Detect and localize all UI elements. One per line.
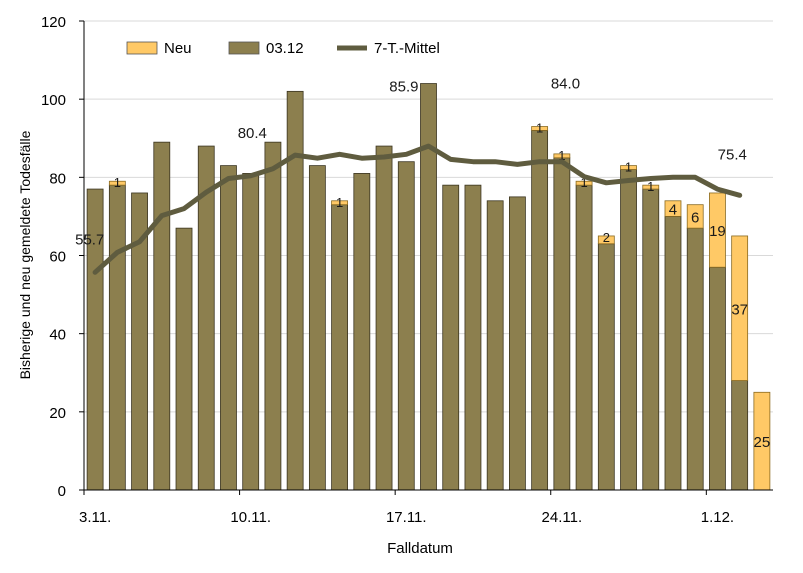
bar-0312-14 bbox=[397, 161, 415, 491]
bar-0312-21 bbox=[553, 157, 571, 491]
bar-neu-1 bbox=[108, 180, 126, 186]
bar-label-27: 6 bbox=[691, 209, 699, 226]
bar-0312-12 bbox=[353, 173, 371, 491]
bar-0312-22 bbox=[575, 184, 593, 491]
bar-0312-24 bbox=[620, 169, 637, 491]
avg-annotation-14: 85.9 bbox=[389, 78, 418, 95]
bar-label-11: 1 bbox=[336, 195, 343, 210]
bar-neu-11 bbox=[331, 200, 348, 206]
bar-neu-24 bbox=[620, 165, 637, 170]
bar-0312-8 bbox=[264, 141, 282, 491]
y-tick-label-100: 100 bbox=[41, 92, 66, 109]
moving-average: 55.7 80.4 85.9 84.0 75.4 bbox=[75, 76, 747, 275]
bar-label-22: 1 bbox=[580, 175, 587, 190]
bar-label-30: 25 bbox=[754, 434, 771, 451]
bar-label-21: 1 bbox=[558, 148, 565, 163]
legend: Neu 03.12 7-T.-Mittel bbox=[126, 40, 440, 57]
bar-0312-7 bbox=[242, 173, 260, 491]
bar-label-1: 1 bbox=[114, 175, 121, 190]
x-tick-label-14: 17.11. bbox=[386, 509, 427, 526]
legend-swatch-1 bbox=[228, 41, 260, 55]
avg-annotation-29: 75.4 bbox=[718, 146, 747, 163]
bar-0312-27 bbox=[686, 227, 704, 491]
bar-0312-6 bbox=[220, 165, 237, 491]
bar-0312-10 bbox=[308, 165, 326, 491]
bar-neu-27 bbox=[686, 204, 704, 229]
bar-label-25: 1 bbox=[647, 179, 654, 194]
legend-label-0: Neu bbox=[164, 40, 192, 57]
y-tick-label-60: 60 bbox=[49, 249, 66, 266]
bar-neu-26 bbox=[664, 200, 682, 217]
bar-0312-26 bbox=[664, 216, 682, 491]
x-tick-label-7: 10.11. bbox=[230, 509, 271, 526]
bar-0312-1 bbox=[108, 184, 126, 491]
y-tick-label-20: 20 bbox=[49, 405, 66, 422]
bar-label-23: 2 bbox=[603, 230, 610, 245]
bar-0312-23 bbox=[597, 243, 615, 491]
bar-label-26: 4 bbox=[669, 202, 677, 219]
bar-0312-3 bbox=[153, 141, 171, 491]
bar-0312-18 bbox=[486, 200, 504, 491]
bar-neu-23 bbox=[597, 235, 615, 245]
bars bbox=[86, 83, 771, 491]
x-tick-label-21: 24.11. bbox=[542, 509, 583, 526]
x-axis-label: Falldatum bbox=[387, 540, 453, 557]
bar-neu-22 bbox=[575, 180, 593, 186]
y-tick-label-120: 120 bbox=[41, 14, 66, 31]
avg-annotation-7: 80.4 bbox=[238, 125, 267, 142]
y-tick-label-0: 0 bbox=[58, 483, 66, 500]
y-axis-label: Bisherige und neu gemeldete Todesfälle bbox=[17, 130, 33, 379]
bar-0312-28 bbox=[709, 266, 726, 491]
bar-label-24: 1 bbox=[625, 160, 632, 175]
avg-annotation-0: 55.7 bbox=[75, 231, 104, 248]
legend-label-1: 03.12 bbox=[266, 40, 304, 57]
bar-0312-25 bbox=[642, 188, 660, 491]
bar-neu-21 bbox=[553, 153, 571, 159]
bar-0312-17 bbox=[464, 184, 482, 491]
bar-0312-16 bbox=[442, 184, 460, 491]
y-tick-label-40: 40 bbox=[49, 327, 66, 344]
x-tick-label-0: 3.11. bbox=[79, 509, 111, 526]
bar-0312-11 bbox=[331, 204, 348, 491]
bar-0312-19 bbox=[509, 196, 526, 491]
bar-0312-4 bbox=[175, 227, 193, 491]
axes bbox=[79, 20, 773, 495]
x-tick-labels: 3.11. 10.11. 17.11. 24.11. 1.12. bbox=[79, 509, 734, 526]
bar-neu-20 bbox=[531, 126, 549, 131]
bar-0312-20 bbox=[531, 130, 549, 491]
bar-0312-13 bbox=[375, 145, 393, 491]
bar-0312-29 bbox=[731, 380, 749, 491]
bar-label-20: 1 bbox=[536, 121, 543, 136]
bar-neu-29 bbox=[731, 235, 749, 381]
y-tick-labels: 0 20 40 60 80 100 120 bbox=[41, 14, 66, 500]
x-tick-label-28: 1.12. bbox=[701, 509, 734, 526]
bar-neu-25 bbox=[642, 184, 660, 190]
bar-0312-9 bbox=[286, 90, 304, 491]
legend-swatch-0 bbox=[126, 41, 158, 55]
y-tick-label-80: 80 bbox=[49, 170, 66, 187]
moving-average-line bbox=[92, 143, 743, 275]
bar-label-28: 19 bbox=[709, 223, 726, 240]
avg-annotation-21: 84.0 bbox=[551, 76, 580, 93]
legend-label-2: 7-T.-Mittel bbox=[374, 40, 440, 57]
bar-neu-28 bbox=[709, 192, 726, 268]
bar-label-29: 37 bbox=[731, 301, 748, 318]
